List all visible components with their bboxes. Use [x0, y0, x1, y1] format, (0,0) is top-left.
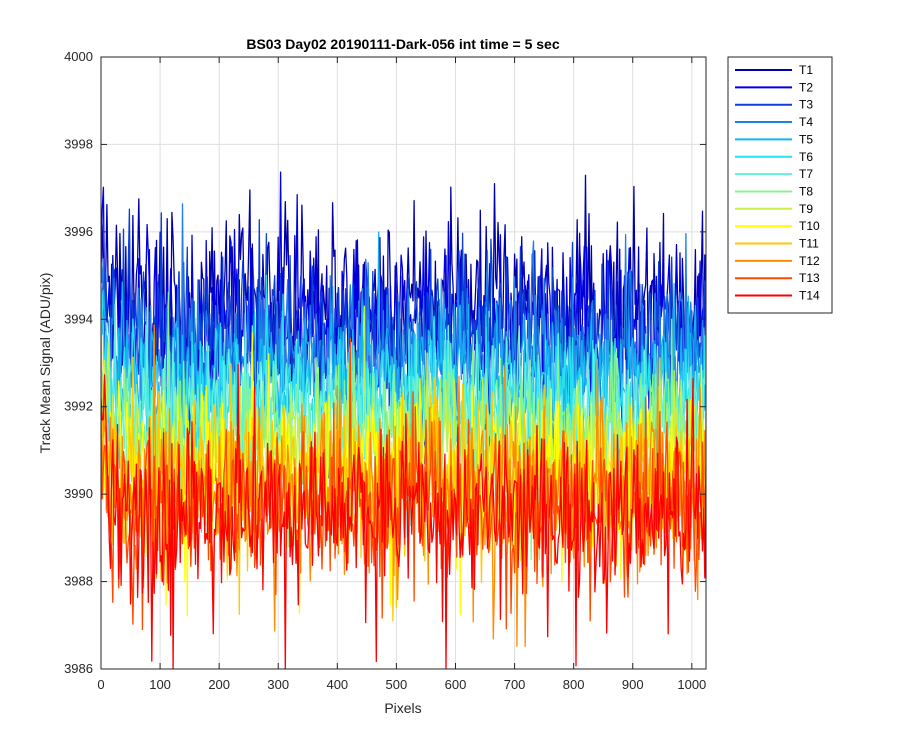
- legend-label-t12: T12: [799, 254, 820, 268]
- legend-label-t2: T2: [799, 80, 813, 94]
- x-tick-label: 600: [445, 677, 467, 692]
- x-axis-ticks: 0 100 200 300 400 500 600 700 800 900 1000: [97, 57, 706, 692]
- legend-label-t4: T4: [799, 115, 813, 129]
- x-tick-label: 100: [149, 677, 171, 692]
- x-tick-label: 500: [386, 677, 408, 692]
- y-tick-label: 3988: [64, 574, 93, 589]
- legend-label-t1: T1: [799, 63, 813, 77]
- y-axis-title: Track Mean Signal (ADU/pix): [37, 273, 53, 454]
- x-tick-label: 400: [326, 677, 348, 692]
- plot-frame: [100, 56, 707, 670]
- y-tick-label: 3998: [64, 136, 93, 151]
- y-tick-label: 3990: [64, 486, 93, 501]
- x-tick-label: 700: [504, 677, 526, 692]
- legend-label-t13: T13: [799, 271, 820, 285]
- legend-label-t10: T10: [799, 219, 820, 233]
- y-tick-label: 3994: [64, 311, 93, 326]
- y-tick-label: 3992: [64, 399, 93, 414]
- legend-box: [727, 56, 833, 314]
- legend-label-t7: T7: [799, 167, 813, 181]
- x-tick-label: 900: [622, 677, 644, 692]
- x-tick-label: 800: [563, 677, 585, 692]
- x-tick-label: 0: [97, 677, 104, 692]
- legend-label-t8: T8: [799, 184, 813, 198]
- legend-label-t3: T3: [799, 98, 813, 112]
- x-tick-label: 300: [267, 677, 289, 692]
- legend-label-t9: T9: [799, 202, 813, 216]
- y-axis-ticks: 3986 3988 3990 3992 3994 3996 3998 4000: [64, 49, 706, 676]
- y-tick-label: 4000: [64, 49, 93, 64]
- series-line-t14: [101, 363, 706, 669]
- legend-label-t14: T14: [799, 289, 820, 303]
- legend: T1 T2 T3 T4 T5 T6 T7 T8 T9 T10 T11 T12 T13 T14: [727, 56, 833, 314]
- legend-label-t11: T11: [799, 237, 819, 251]
- legend-label-t6: T6: [799, 150, 813, 164]
- x-tick-label: 200: [208, 677, 230, 692]
- legend-label-t5: T5: [799, 132, 813, 146]
- y-tick-label: 3996: [64, 224, 93, 239]
- y-tick-label: 3986: [64, 661, 93, 676]
- series-lines: [101, 171, 706, 669]
- chart-title: BS03 Day02 20190111-Dark-056 int time = …: [246, 36, 559, 52]
- x-tick-label: 1000: [677, 677, 706, 692]
- x-axis-title: Pixels: [384, 700, 421, 716]
